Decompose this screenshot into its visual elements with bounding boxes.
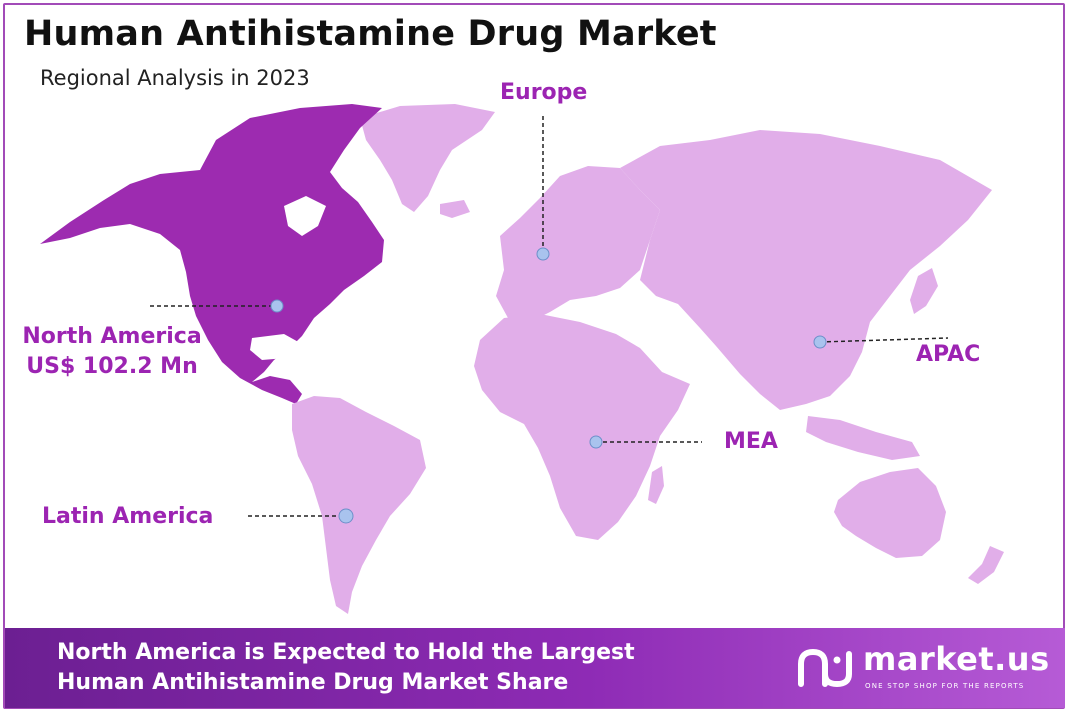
europe-marker bbox=[536, 247, 550, 261]
page-subtitle: Regional Analysis in 2023 bbox=[40, 66, 310, 90]
madagascar-shape bbox=[648, 466, 664, 504]
north-america-label: North America US$ 102.2 Mn bbox=[14, 322, 210, 382]
latin-america-shape bbox=[292, 396, 426, 614]
apac-label: APAC bbox=[916, 342, 981, 367]
north-america-shape bbox=[40, 104, 384, 404]
australia-shape bbox=[834, 468, 946, 558]
maritime-southeast-asia-shape bbox=[806, 416, 920, 460]
apac-connector bbox=[819, 337, 949, 343]
page-title: Human Antihistamine Drug Market bbox=[24, 14, 717, 54]
europe-label: Europe bbox=[500, 80, 588, 105]
banner-line-2: Human Antihistamine Drug Market Share bbox=[57, 670, 569, 695]
iceland-shape bbox=[440, 200, 470, 218]
mea-marker bbox=[589, 435, 603, 449]
latin-america-marker bbox=[338, 508, 354, 524]
logo-mark-icon bbox=[798, 648, 852, 688]
africa-shape bbox=[474, 314, 690, 540]
apac-marker bbox=[813, 335, 827, 349]
logo-name: market.us bbox=[863, 640, 1050, 678]
new-zealand-shape bbox=[968, 546, 1004, 584]
gulf-of-mexico-shape bbox=[250, 334, 302, 360]
greenland-shape bbox=[360, 104, 495, 212]
summary-banner: North America is Expected to Hold the La… bbox=[5, 628, 1065, 708]
banner-text: North America is Expected to Hold the La… bbox=[57, 638, 635, 698]
north-america-name: North America bbox=[22, 324, 202, 349]
latin-america-label: Latin America bbox=[42, 504, 214, 529]
asia-shape bbox=[620, 130, 992, 410]
banner-line-1: North America is Expected to Hold the La… bbox=[57, 640, 635, 665]
image-frame bbox=[3, 3, 1065, 709]
japan-shape bbox=[910, 268, 938, 314]
north-america-marker bbox=[270, 299, 284, 313]
europe-shape bbox=[496, 166, 660, 322]
mea-label: MEA bbox=[724, 429, 778, 454]
north-america-value: US$ 102.2 Mn bbox=[26, 354, 198, 379]
market-us-logo: market.us ONE STOP SHOP FOR THE REPORTS bbox=[797, 640, 1049, 692]
logo-tagline: ONE STOP SHOP FOR THE REPORTS bbox=[865, 682, 1025, 690]
hudson-bay-shape bbox=[284, 196, 326, 236]
